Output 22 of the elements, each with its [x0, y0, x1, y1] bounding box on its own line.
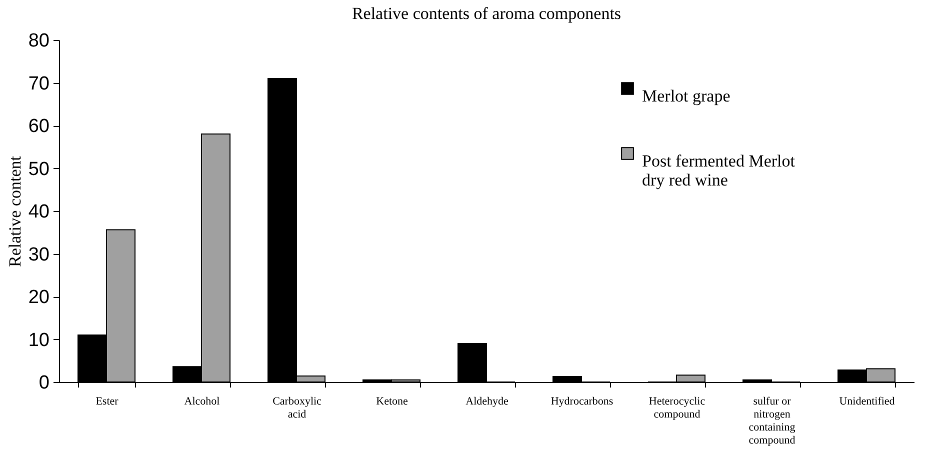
- x-tick-label: Hydrocarbons: [550, 396, 614, 408]
- y-tick-label: 20: [28, 287, 50, 308]
- y-tick-label: 40: [28, 202, 50, 222]
- chart-title: Relative contents of aroma components: [352, 4, 622, 23]
- x-tick-label: Carboxylic acid: [272, 396, 322, 420]
- x-tick-label: Alcohol: [184, 396, 220, 408]
- x-tick-label: sulfur or nitrogen containing compound: [748, 396, 796, 446]
- x-tick-label: Ketone: [376, 396, 408, 408]
- x-tick-label: Unidentified: [839, 396, 896, 408]
- y-tick-label: 0: [38, 372, 50, 394]
- y-tick-label: 60: [28, 116, 50, 137]
- y-tick-label: 30: [28, 244, 50, 266]
- y-tick-label: 70: [28, 73, 50, 94]
- y-tick-label: 80: [28, 30, 50, 52]
- y-tick-label: 10: [28, 330, 50, 351]
- legend-label: Merlot grape: [642, 86, 730, 106]
- y-axis-title: Relative content: [5, 156, 24, 267]
- x-tick-label: Heterocyclic compound: [648, 396, 706, 420]
- x-tick-label: Ester: [96, 396, 119, 408]
- x-tick-label: Aldehyde: [466, 396, 508, 408]
- y-tick-label: 50: [28, 158, 50, 180]
- legend-label: Post fermented Merlot dry red wine: [642, 152, 796, 190]
